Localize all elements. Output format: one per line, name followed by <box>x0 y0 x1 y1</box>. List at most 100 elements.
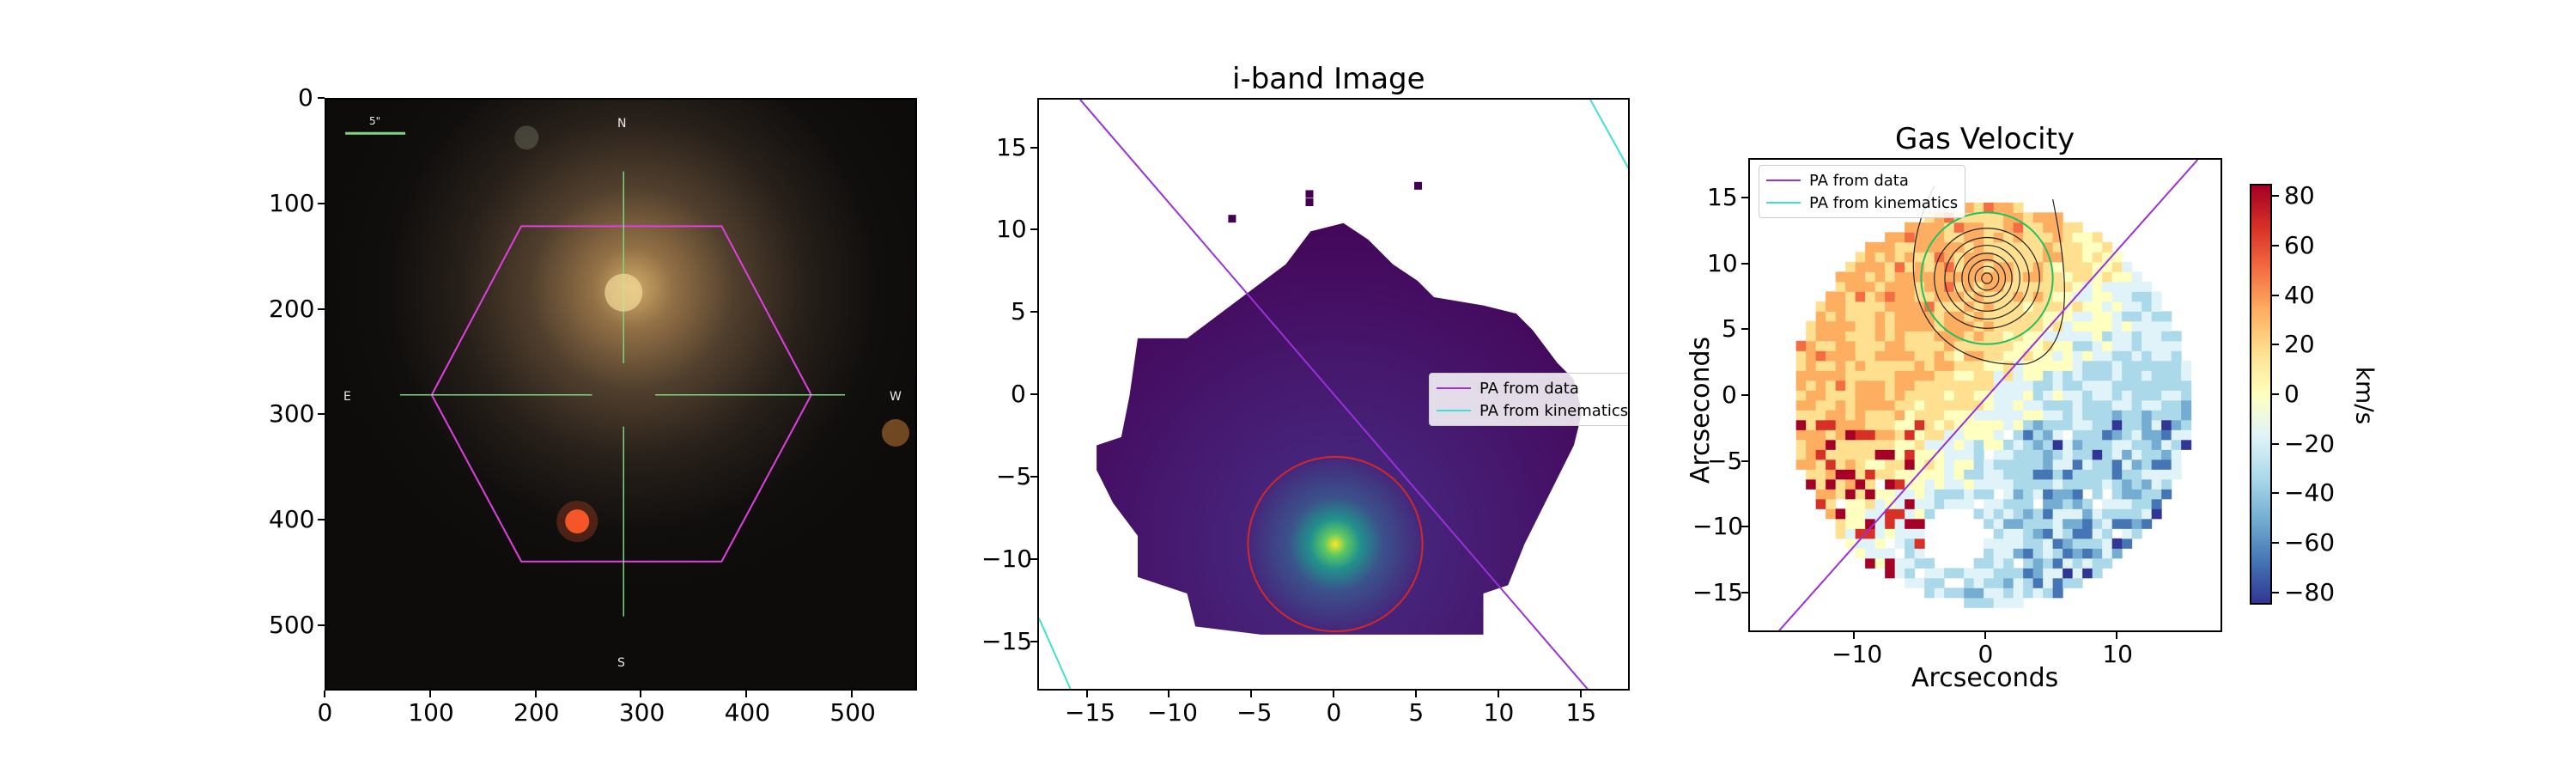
velocity-pixel <box>2032 528 2044 539</box>
velocity-pixel <box>1855 311 1866 322</box>
velocity-pixel <box>2052 301 2063 312</box>
velocity-pixel <box>2013 577 2024 588</box>
y-tick-label: 10 <box>1707 248 1738 277</box>
velocity-pixel <box>2082 459 2093 470</box>
velocity-pixel <box>1806 439 1817 450</box>
velocity-pixel <box>2122 340 2133 351</box>
velocity-pixel <box>2023 271 2034 283</box>
velocity-pixel <box>1944 360 1955 371</box>
velocity-pixel <box>2032 557 2044 569</box>
velocity-pixel <box>1826 429 1837 441</box>
velocity-pixel <box>2111 380 2123 391</box>
velocity-pixel <box>2082 340 2093 351</box>
velocity-pixel <box>1953 232 1965 243</box>
velocity-pixel <box>2181 370 2192 381</box>
compass-west: W <box>890 390 902 404</box>
velocity-pixel <box>1835 311 1846 322</box>
velocity-pixel <box>1855 370 1866 381</box>
velocity-pixel <box>1924 498 1935 509</box>
velocity-pixel <box>1964 469 1975 480</box>
velocity-pixel <box>1964 489 1975 500</box>
velocity-pixel <box>2023 498 2034 509</box>
y-tick-label: 500 <box>269 610 315 639</box>
velocity-pixel <box>1845 508 1856 520</box>
velocity-pixel <box>2063 311 2074 322</box>
velocity-pixel <box>2111 410 2123 421</box>
velocity-pixel <box>1885 518 1896 529</box>
velocity-pixel <box>2092 489 2103 500</box>
velocity-pixel <box>2082 419 2093 430</box>
velocity-pixel <box>2102 301 2113 312</box>
velocity-pixel <box>2111 449 2123 460</box>
velocity-pixel <box>2023 478 2034 490</box>
velocity-pixel <box>2043 350 2054 362</box>
velocity-pixel <box>2092 399 2103 411</box>
x-tick-mark <box>1852 632 1855 639</box>
velocity-pixel <box>1826 360 1837 371</box>
velocity-pixel <box>2142 498 2153 509</box>
velocity-pixel <box>2063 439 2074 450</box>
velocity-pixel <box>2072 360 2083 371</box>
velocity-pixel <box>2151 469 2162 480</box>
velocity-pixel <box>2043 232 2054 243</box>
velocity-pixel <box>1865 241 1876 253</box>
velocity-pixel <box>1934 390 1945 401</box>
velocity-pixel <box>2023 301 2034 312</box>
velocity-pixel <box>1806 380 1817 391</box>
velocity-pixel <box>2063 399 2074 411</box>
velocity-pixel <box>2111 399 2123 411</box>
velocity-pixel <box>1934 370 1945 381</box>
velocity-pixel <box>1973 489 1984 500</box>
velocity-pixel <box>2072 370 2083 381</box>
velocity-pixel <box>2171 370 2182 381</box>
velocity-pixel <box>2102 449 2113 460</box>
x-tick-mark <box>1250 691 1253 697</box>
x-tick-label: 300 <box>618 698 665 727</box>
velocity-pixel <box>1964 439 1975 450</box>
red-star-halo <box>556 501 598 543</box>
velocity-pixel <box>1874 340 1886 351</box>
velocity-pixel <box>1845 528 1856 539</box>
velocity-pixel <box>1845 380 1856 391</box>
colorbar-tick-mark <box>2272 492 2279 495</box>
velocity-pixel <box>1826 350 1837 362</box>
velocity-pixel <box>1993 478 2004 490</box>
velocity-pixel <box>1984 429 1995 441</box>
velocity-pixel <box>1835 340 1846 351</box>
velocity-pixel <box>2142 469 2153 480</box>
velocity-pixel <box>2092 301 2103 312</box>
velocity-pixel <box>2063 419 2074 430</box>
velocity-pixel <box>1993 439 2004 450</box>
velocity-pixel <box>2013 568 2024 579</box>
velocity-pixel <box>1973 439 1984 450</box>
x-tick-mark <box>1333 691 1334 697</box>
velocity-pixel <box>2013 508 2024 520</box>
velocity-pixel <box>1845 370 1856 381</box>
velocity-pixel <box>1865 538 1876 549</box>
velocity-pixel <box>2122 429 2133 441</box>
velocity-pixel <box>1845 469 1856 480</box>
velocity-pixel <box>2063 459 2074 470</box>
colorbar-tick-mark <box>2272 245 2279 247</box>
velocity-pixel <box>1835 518 1846 529</box>
velocity-pixel <box>1874 271 1886 283</box>
velocity-pixel <box>1905 232 1916 243</box>
velocity-pixel <box>1865 281 1876 292</box>
velocity-pixel <box>2063 261 2074 272</box>
velocity-pixel <box>1815 380 1826 391</box>
velocity-pixel <box>2072 518 2083 529</box>
colorbar-tick-mark <box>2272 591 2279 593</box>
velocity-pixel <box>2082 301 2093 312</box>
velocity-pixel <box>2043 568 2054 579</box>
panel-iband: i-band Image PA from data PA from kinema… <box>981 62 1630 725</box>
velocity-pixel <box>2082 518 2093 529</box>
velocity-pixel <box>2063 281 2074 292</box>
velocity-pixel <box>1993 508 2004 520</box>
velocity-pixel <box>1865 252 1876 263</box>
velocity-pixel <box>1894 568 1905 579</box>
velocity-pixel <box>2003 350 2014 362</box>
velocity-pixel <box>2102 261 2113 272</box>
y-tick-label: −15 <box>1692 578 1744 606</box>
velocity-pixel <box>1795 390 1807 401</box>
velocity-pixel <box>1815 360 1826 371</box>
